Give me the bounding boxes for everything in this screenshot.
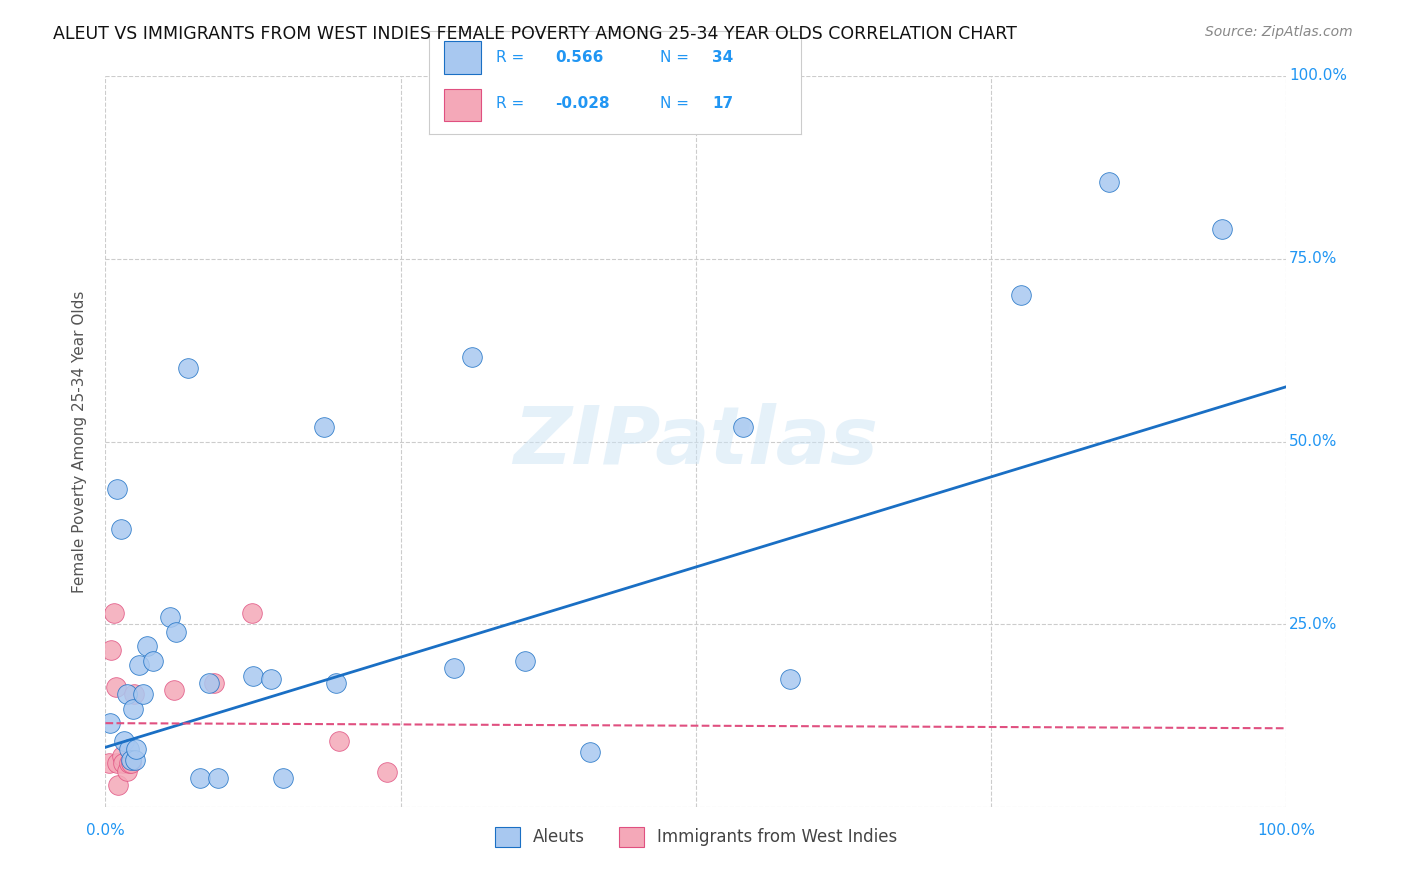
Point (103, 607, 125, 621)
Text: R =: R = (496, 50, 529, 65)
Point (1211, 222, 1233, 236)
Point (118, 756, 141, 771)
Text: 75.0%: 75.0% (1289, 252, 1337, 266)
Point (240, 607, 263, 621)
Text: ZIPatlas: ZIPatlas (513, 402, 879, 481)
Point (135, 640, 157, 654)
Point (460, 351, 482, 365)
Point (188, 771, 211, 785)
Point (779, 673, 801, 687)
Text: ALEUT VS IMMIGRANTS FROM WEST INDIES FEMALE POVERTY AMONG 25-34 YEAR OLDS CORREL: ALEUT VS IMMIGRANTS FROM WEST INDIES FEM… (53, 25, 1018, 43)
Point (120, 756, 142, 771)
Point (132, 687, 155, 701)
Text: 50.0%: 50.0% (1289, 434, 1337, 449)
Point (124, 753, 146, 767)
Point (121, 701, 143, 715)
Point (271, 771, 294, 785)
Text: 0.0%: 0.0% (86, 823, 125, 838)
Point (375, 765, 398, 780)
Point (122, 687, 145, 701)
Point (112, 734, 135, 748)
Point (198, 676, 221, 690)
Point (159, 610, 181, 624)
Text: 0.566: 0.566 (555, 50, 605, 65)
Point (260, 673, 283, 687)
Point (118, 741, 141, 756)
Point (1098, 175, 1121, 189)
Text: N =: N = (659, 50, 693, 65)
Point (115, 687, 138, 701)
Point (105, 756, 128, 771)
FancyBboxPatch shape (444, 88, 481, 121)
Point (165, 624, 187, 639)
Text: N =: N = (659, 96, 693, 111)
Point (128, 657, 150, 672)
Point (105, 482, 128, 496)
Text: 100.0%: 100.0% (1257, 823, 1316, 838)
Point (163, 683, 186, 698)
Point (120, 753, 142, 767)
Point (100, 643, 122, 657)
Point (312, 420, 335, 434)
Point (98, 716, 121, 731)
Point (1010, 288, 1032, 302)
FancyBboxPatch shape (444, 42, 481, 74)
Text: 34: 34 (711, 50, 734, 65)
Point (107, 778, 129, 792)
Point (125, 741, 148, 756)
Text: 100.0%: 100.0% (1289, 69, 1347, 83)
Text: Source: ZipAtlas.com: Source: ZipAtlas.com (1205, 25, 1353, 39)
Y-axis label: Female Poverty Among 25-34 Year Olds: Female Poverty Among 25-34 Year Olds (72, 291, 87, 592)
Point (202, 676, 225, 690)
Legend: Aleuts, Immigrants from West Indies: Aleuts, Immigrants from West Indies (488, 820, 904, 854)
Text: 17: 17 (711, 96, 733, 111)
Text: R =: R = (496, 96, 529, 111)
Text: -0.028: -0.028 (555, 96, 610, 111)
Point (98, 756, 121, 771)
Point (242, 668, 264, 682)
Point (328, 734, 350, 748)
Point (325, 676, 347, 690)
Point (177, 361, 200, 376)
Point (110, 522, 132, 536)
Point (115, 764, 138, 778)
Point (207, 771, 229, 785)
Point (578, 746, 600, 760)
Text: 25.0%: 25.0% (1289, 617, 1337, 632)
Point (513, 654, 536, 668)
Point (105, 680, 128, 694)
Point (112, 756, 135, 771)
Point (142, 654, 165, 668)
Point (111, 749, 134, 764)
Point (733, 420, 755, 434)
Point (443, 661, 465, 675)
